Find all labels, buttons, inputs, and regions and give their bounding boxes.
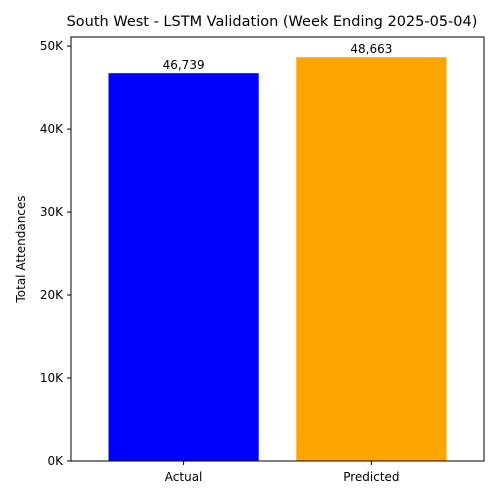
y-tick-label: 40K <box>40 122 64 136</box>
chart-title: South West - LSTM Validation (Week Endin… <box>67 14 478 30</box>
y-tick-label: 10K <box>40 371 64 385</box>
bars-layer <box>108 57 447 461</box>
bar-predicted <box>296 57 447 461</box>
plot-frame <box>70 36 485 462</box>
bar-actual <box>108 73 259 461</box>
x-axis: Actual Predicted <box>165 461 400 484</box>
data-label-predicted: 48,663 <box>350 42 392 56</box>
x-tick-label-actual: Actual <box>165 470 203 484</box>
y-tick-label: 20K <box>40 288 64 302</box>
data-label-actual: 46,739 <box>163 58 205 72</box>
x-tick-label-predicted: Predicted <box>343 470 399 484</box>
data-labels: 46,739 48,663 <box>163 42 393 72</box>
y-tick-label: 50K <box>40 39 64 53</box>
y-tick-label: 30K <box>40 205 64 219</box>
y-axis-label: Total Attendances <box>14 195 28 303</box>
y-tick-label: 0K <box>47 454 64 468</box>
y-axis: 0K 10K 20K 30K 40K 50K <box>40 39 71 468</box>
